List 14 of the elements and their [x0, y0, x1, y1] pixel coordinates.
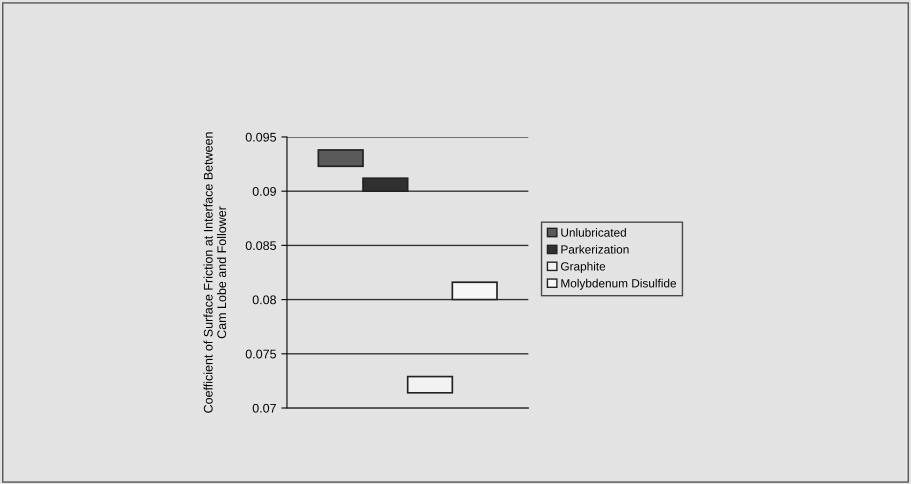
y-tick-label: 0.09: [252, 186, 276, 196]
legend-label: Unlubricated: [561, 228, 626, 237]
y-tick-label: 0.07: [252, 404, 276, 413]
bar: [406, 376, 454, 394]
legend-label: Molybdenum Disulfide: [561, 278, 676, 290]
y-tick-label: 0.08: [252, 295, 276, 304]
bar: [452, 281, 498, 300]
bar: [318, 149, 364, 168]
legend-label: Graphite: [561, 262, 606, 273]
y-axis-title: Coefficient of Surface Friction at Interface Between Cam Lobe and Follower: [203, 132, 226, 413]
legend-label: Parkerization: [561, 244, 629, 254]
y-tick-label: 0.095: [246, 132, 276, 142]
y-tick-label: 0.085: [246, 241, 276, 250]
y-tick-label: 0.075: [246, 350, 276, 358]
